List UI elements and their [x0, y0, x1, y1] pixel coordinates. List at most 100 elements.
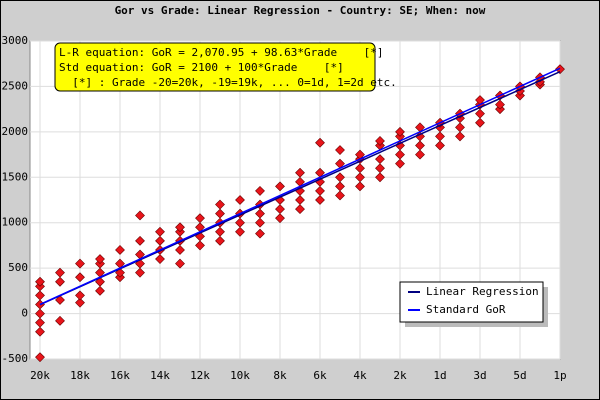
- point: [275, 181, 285, 192]
- legend-label: Linear Regression: [426, 285, 539, 298]
- point: [155, 235, 165, 246]
- x-tick-label: 18k: [70, 369, 90, 382]
- point: [355, 181, 365, 192]
- point: [335, 172, 345, 183]
- point: [335, 190, 345, 201]
- point: [235, 217, 245, 228]
- regression-line: [39, 67, 561, 306]
- point: [175, 245, 185, 255]
- x-tick-label: 4k: [353, 369, 367, 382]
- y-tick-label: 2500: [2, 79, 29, 92]
- point: [235, 195, 245, 205]
- y-tick-label: 0: [21, 307, 28, 320]
- point: [435, 131, 445, 142]
- y-tick-label: 1500: [2, 170, 29, 183]
- point: [335, 145, 345, 155]
- point: [255, 185, 265, 196]
- lines: [39, 67, 561, 306]
- point: [35, 352, 45, 363]
- x-tick-label: 1p: [553, 369, 566, 382]
- point: [275, 213, 285, 224]
- point: [135, 210, 145, 221]
- point: [35, 308, 45, 319]
- x-tick-label: 1d: [433, 369, 446, 382]
- x-tick-label: 10k: [230, 369, 250, 382]
- point: [435, 140, 445, 151]
- point: [335, 181, 345, 192]
- point: [215, 208, 225, 219]
- point: [175, 222, 185, 233]
- point: [315, 137, 325, 148]
- point: [415, 149, 425, 160]
- point: [255, 208, 265, 219]
- point: [75, 258, 85, 269]
- point: [195, 240, 205, 251]
- x-tick-label: 3d: [473, 369, 486, 382]
- point: [375, 154, 385, 165]
- annotation-line: Std equation: GoR = 2100 + 100*Grade [*]: [59, 61, 344, 74]
- point: [315, 185, 325, 196]
- x-tick-label: 2k: [393, 369, 407, 382]
- point: [295, 167, 305, 178]
- annotation-box: [54, 42, 376, 92]
- point: [395, 158, 405, 169]
- grid: -500 0 500 1000 1500 2000 2500 3000 20k 18k 16k 14k…: [2, 34, 567, 382]
- x-tick-label: 5d: [513, 369, 526, 382]
- legend-box: [399, 281, 544, 323]
- legend: Linear Regression Standard GoR: [399, 281, 548, 327]
- point: [195, 213, 205, 224]
- point: [255, 228, 265, 239]
- x-tick-label: 6k: [313, 369, 327, 382]
- point: [555, 64, 565, 75]
- point: [475, 117, 485, 128]
- y-tick-label: 3000: [2, 34, 29, 47]
- point: [55, 267, 65, 278]
- point: [215, 235, 225, 246]
- x-tick-label: 8k: [273, 369, 287, 382]
- point: [355, 163, 365, 174]
- x-tick-label: 12k: [190, 369, 210, 382]
- point: [495, 99, 505, 110]
- point: [215, 199, 225, 210]
- y-tick-label: 500: [8, 261, 28, 274]
- point: [35, 326, 45, 337]
- point: [55, 276, 65, 287]
- point: [75, 290, 85, 301]
- point: [55, 295, 65, 305]
- y-tick-label: -500: [2, 352, 29, 365]
- point: [415, 140, 425, 151]
- point: [455, 122, 465, 133]
- point: [95, 254, 105, 264]
- point: [395, 149, 405, 160]
- point: [235, 226, 245, 237]
- x-tick-label: 14k: [150, 369, 170, 382]
- point: [135, 267, 145, 278]
- point: [395, 126, 405, 137]
- point: [355, 172, 365, 183]
- point: [255, 217, 265, 228]
- point: [455, 131, 465, 142]
- chart-title: Gor vs Grade: Linear Regression - Countr…: [115, 4, 486, 17]
- point: [75, 272, 85, 283]
- point: [375, 172, 385, 183]
- x-tick-label: 16k: [110, 369, 130, 382]
- point: [75, 297, 85, 308]
- point: [35, 317, 45, 328]
- point: [35, 276, 45, 287]
- point: [375, 136, 385, 146]
- point: [275, 204, 285, 215]
- y-tick-label: 2000: [2, 125, 29, 138]
- point: [175, 258, 185, 269]
- annotation: L-R equation: GoR = 2,070.95 + 98.63*Gra…: [54, 42, 397, 92]
- point: [215, 226, 225, 237]
- point: [155, 254, 165, 264]
- point: [135, 235, 145, 246]
- y-tick-label: 1000: [2, 216, 29, 229]
- point: [55, 315, 65, 326]
- annotation-line: L-R equation: GoR = 2,070.95 + 98.63*Gra…: [59, 46, 384, 59]
- point: [295, 195, 305, 205]
- point: [375, 163, 385, 174]
- x-tick-label: 20k: [30, 369, 50, 382]
